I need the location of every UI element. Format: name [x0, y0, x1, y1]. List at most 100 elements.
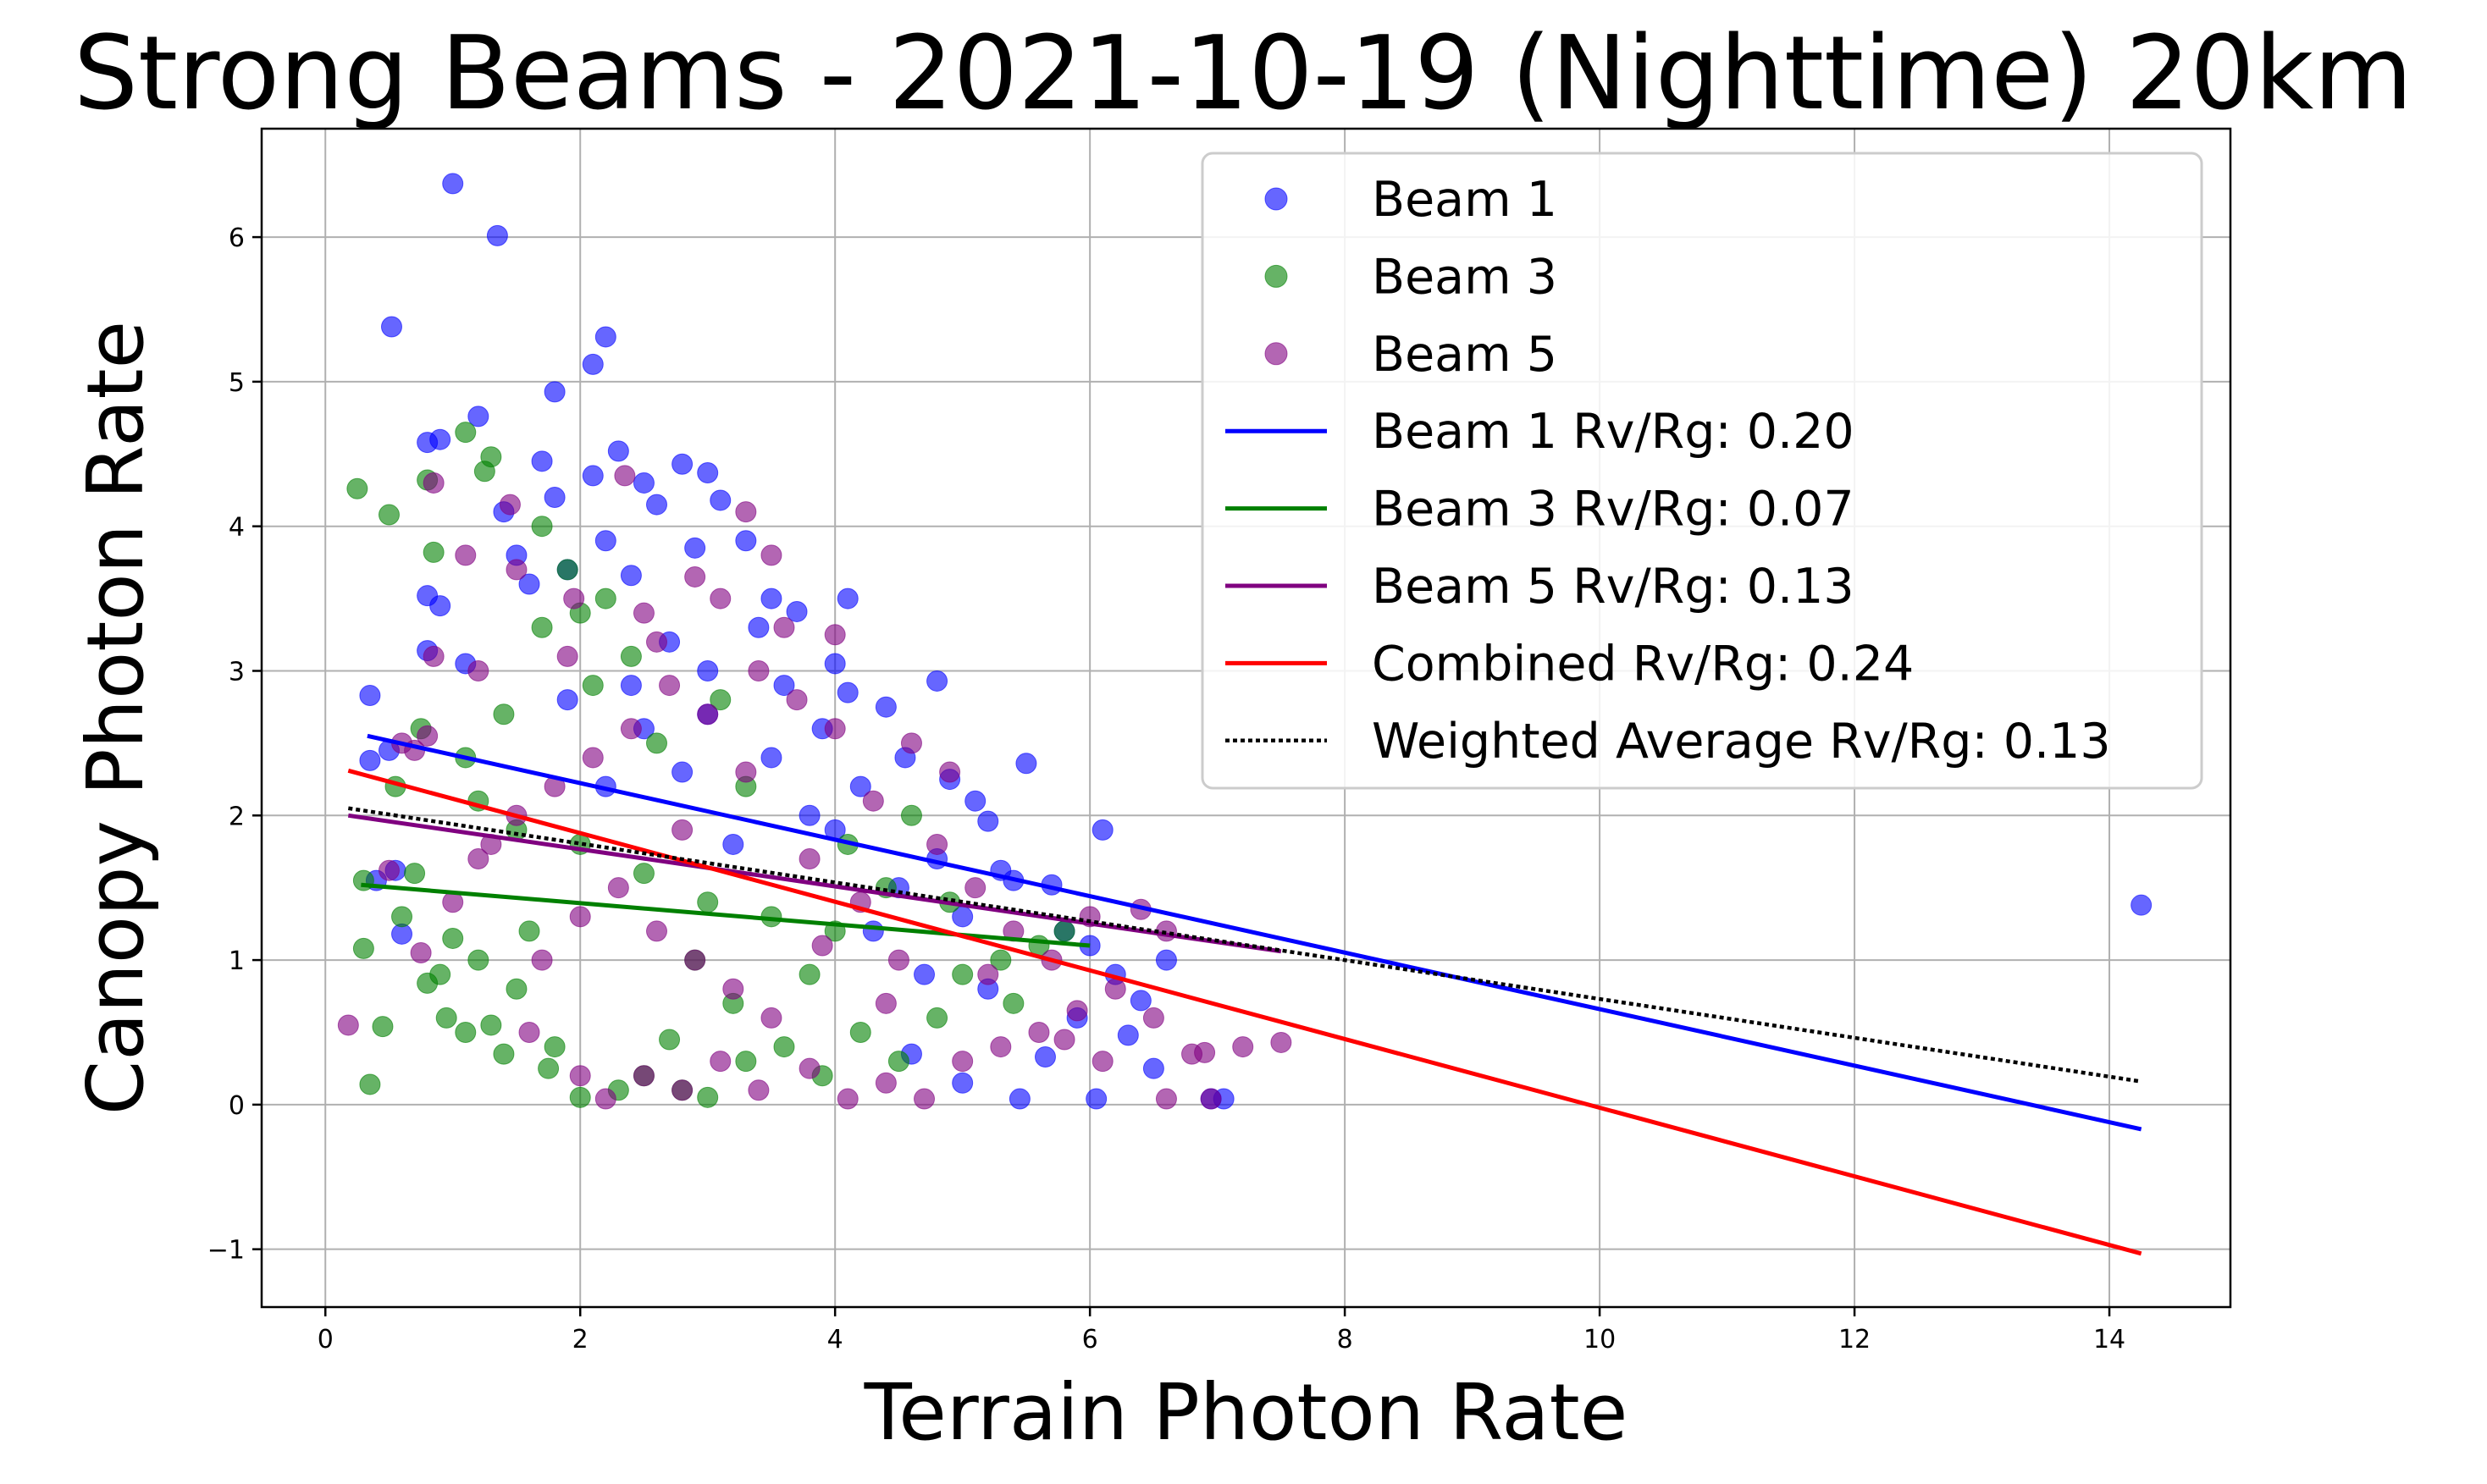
scatter-point	[467, 405, 489, 428]
legend-item: Beam 1 Rv/Rg: 0.20	[1225, 404, 1854, 460]
scatter-point	[748, 659, 770, 681]
scatter-point	[620, 718, 642, 740]
scatter-point	[684, 537, 706, 559]
scatter-point	[952, 963, 974, 985]
scatter-point	[620, 675, 642, 697]
scatter-point	[499, 494, 521, 516]
scatter-point	[1092, 819, 1114, 841]
scatter-point	[1232, 1036, 1254, 1058]
scatter-point	[423, 645, 445, 667]
scatter-point	[684, 565, 706, 588]
scatter-point	[773, 1036, 795, 1058]
scatter-point	[824, 653, 846, 675]
scatter-point	[875, 1072, 897, 1094]
scatter-point	[837, 681, 859, 703]
scatter-point	[710, 689, 732, 711]
legend-item: Beam 1	[1264, 172, 1557, 228]
y-tick-label: 0	[229, 1091, 245, 1121]
scatter-point	[837, 1088, 859, 1110]
y-tick-label: 2	[229, 802, 245, 831]
scatter-point	[429, 428, 451, 450]
scatter-point	[914, 1088, 936, 1110]
y-tick-label: 1	[229, 946, 245, 976]
scatter-point	[556, 645, 578, 667]
scatter-point	[633, 1065, 655, 1087]
scatter-point	[926, 670, 948, 692]
scatter-point	[594, 326, 616, 348]
scatter-point	[697, 461, 719, 483]
scatter-point	[1142, 1007, 1164, 1029]
legend-label: Combined Rv/Rg: 0.24	[1372, 636, 1914, 692]
scatter-point	[990, 949, 1012, 971]
scatter-point	[1003, 992, 1025, 1014]
scatter-point	[1155, 949, 1177, 971]
legend-label: Beam 1 Rv/Rg: 0.20	[1372, 404, 1854, 460]
scatter-point	[773, 675, 795, 697]
scatter-point	[697, 1086, 719, 1108]
scatter-point	[671, 761, 694, 783]
scatter-point	[506, 559, 528, 581]
scatter-point	[926, 1007, 948, 1029]
legend-label: Beam 5 Rv/Rg: 0.13	[1372, 559, 1854, 615]
scatter-point	[582, 353, 604, 375]
scatter-point	[538, 1057, 560, 1079]
scatter-point	[710, 588, 732, 610]
plot-frame	[260, 127, 2232, 1309]
scatter-point	[480, 1014, 502, 1036]
scatter-point	[646, 494, 668, 516]
scatter-point	[786, 600, 808, 622]
scatter-point	[582, 747, 604, 769]
scatter-point	[442, 173, 464, 195]
scatter-point	[1194, 1041, 1216, 1063]
scatter-point	[1015, 753, 1037, 775]
legend-item: Beam 3 Rv/Rg: 0.07	[1225, 482, 1854, 538]
scatter-point	[378, 504, 400, 526]
scatter-point	[760, 588, 782, 610]
scatter-point	[1142, 1057, 1164, 1079]
scatter-point	[1092, 1051, 1114, 1073]
y-tick-label: 3	[229, 657, 245, 687]
scatter-point	[391, 906, 413, 928]
scatter-point	[811, 935, 833, 957]
x-tick-label: 12	[1838, 1325, 1871, 1354]
scatter-point	[563, 588, 585, 610]
scatter-point	[1028, 1021, 1050, 1043]
y-tick-label: 4	[229, 513, 245, 543]
scatter-point	[518, 1021, 540, 1043]
scatter-point	[620, 645, 642, 667]
fit-line-combined-rv-rg-0-24	[347, 768, 2142, 1256]
legend-label: Weighted Average Rv/Rg: 0.13	[1372, 714, 2111, 770]
x-axis-label: Terrain Photon Rate	[864, 1367, 1628, 1458]
scatter-point	[671, 453, 694, 475]
scatter-point	[887, 949, 909, 971]
scatter-point	[760, 544, 782, 566]
scatter-point	[977, 810, 999, 832]
scatter-point	[594, 530, 616, 552]
scatter-point	[337, 1014, 359, 1036]
scatter-point	[531, 949, 553, 971]
scatter-point	[607, 440, 629, 462]
scatter-point	[556, 559, 578, 581]
scatter-point	[455, 544, 477, 566]
scatter-point	[633, 602, 655, 624]
scatter-point	[786, 689, 808, 711]
legend-item: Beam 3	[1264, 249, 1557, 305]
scatter-point	[990, 1036, 1012, 1058]
scatter-point	[849, 775, 871, 797]
scatter-point	[544, 381, 566, 403]
scatter-point	[939, 761, 961, 783]
scatter-point	[1053, 920, 1075, 942]
scatter-point	[1066, 1000, 1088, 1022]
scatter-point	[569, 906, 591, 928]
scatter-point	[697, 703, 719, 725]
scatter-point	[799, 963, 821, 985]
scatter-point	[1053, 1029, 1075, 1051]
scatter-point	[900, 804, 922, 826]
legend-item: Weighted Average Rv/Rg: 0.13	[1225, 714, 2111, 770]
y-axis-label: Canopy Photon Rate	[70, 321, 161, 1115]
scatter-point	[429, 595, 451, 617]
scatter-point	[926, 833, 948, 855]
scatter-point	[735, 530, 757, 552]
scatter-point	[646, 631, 668, 653]
scatter-point	[1155, 1088, 1177, 1110]
